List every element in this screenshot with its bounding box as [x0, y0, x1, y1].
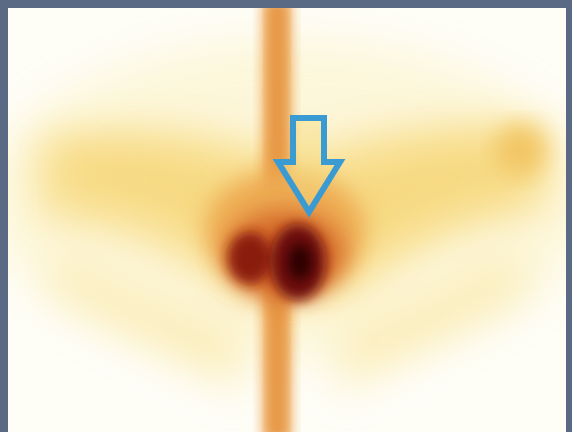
- scan-image: [0, 0, 572, 432]
- scan: [0, 0, 572, 432]
- page: [0, 0, 572, 432]
